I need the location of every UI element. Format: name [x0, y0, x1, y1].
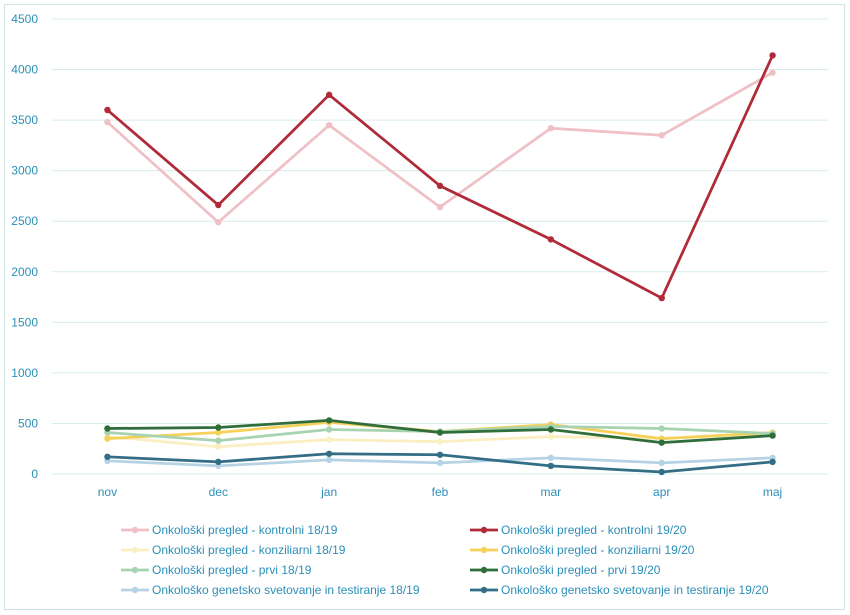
legend-label: Onkološki pregled - prvi 18/19 [152, 563, 312, 577]
data-point [658, 425, 665, 432]
data-point [547, 433, 555, 440]
legend-label: Onkološki pregled - kontrolni 19/20 [501, 523, 687, 537]
legend-item: Onkološko genetsko svetovanje in testira… [470, 583, 769, 597]
legend-item: Onkološko genetsko svetovanje in testira… [121, 583, 420, 597]
y-tick-label: 4000 [11, 63, 38, 77]
legend-item: Onkološki pregled - prvi 19/20 [470, 563, 661, 577]
legend: Onkološki pregled - kontrolni 18/19 Onkol… [121, 523, 769, 597]
data-point [215, 219, 222, 226]
x-axis-ticks: nov dec jan feb mar apr maj [98, 485, 782, 499]
legend-swatch-marker [480, 546, 488, 554]
legend-swatch-marker [131, 526, 139, 534]
series-2 [104, 52, 776, 302]
data-point [215, 201, 222, 209]
legend-label: Onkološki pregled - kontrolni 18/19 [152, 523, 338, 537]
y-tick-label: 1000 [11, 366, 38, 380]
data-point [436, 429, 444, 436]
data-point [436, 438, 444, 445]
legend-item: Onkološki pregled - prvi 18/19 [121, 563, 312, 577]
data-point [658, 132, 665, 139]
data-point [325, 436, 333, 443]
data-point [215, 458, 222, 466]
x-tick-label: mar [541, 485, 562, 499]
legend-item: Onkološki pregled - kontrolni 18/19 [121, 523, 338, 537]
y-tick-label: 4500 [11, 12, 38, 26]
data-point [658, 468, 665, 476]
y-tick-label: 500 [18, 416, 38, 430]
legend-swatch-marker [480, 526, 488, 534]
data-point [104, 118, 111, 126]
data-point [215, 424, 222, 431]
data-point [104, 453, 111, 461]
legend-item: Onkološki pregled - konziliarni 19/20 [470, 543, 695, 557]
data-point [547, 462, 555, 470]
legend-label: Onkološki pregled - konziliarni 19/20 [501, 543, 695, 557]
data-point [104, 435, 111, 442]
y-tick-label: 2000 [11, 265, 38, 279]
legend-label: Onkološki pregled - prvi 19/20 [501, 563, 661, 577]
gridlines [52, 18, 828, 475]
data-point [325, 426, 333, 433]
x-tick-label: maj [763, 485, 782, 499]
x-tick-label: jan [320, 485, 337, 499]
data-point [547, 426, 555, 433]
data-point [547, 236, 555, 243]
data-point [769, 69, 776, 76]
series-6 [104, 417, 776, 446]
y-tick-label: 2500 [11, 214, 38, 228]
chart-frame [4, 4, 845, 610]
legend-label: Onkološko genetsko svetovanje in testira… [152, 583, 420, 597]
x-tick-label: nov [98, 485, 117, 499]
data-point [325, 121, 333, 129]
data-point [436, 203, 444, 211]
legend-item: Onkološki pregled - konziliarni 18/19 [121, 543, 346, 557]
y-tick-label: 3500 [11, 113, 38, 127]
series-8 [104, 450, 776, 476]
data-point [325, 456, 333, 464]
y-tick-label: 0 [31, 467, 38, 481]
data-point [769, 458, 776, 466]
data-point [436, 182, 444, 190]
data-point [215, 429, 222, 436]
data-point [104, 425, 111, 432]
data-point [325, 91, 333, 99]
x-tick-label: feb [432, 485, 449, 499]
data-point [215, 443, 222, 450]
series-lines [104, 52, 776, 476]
data-point [325, 450, 333, 457]
data-point [215, 437, 222, 444]
y-axis-ticks: 0 500 1000 1500 2000 2500 3000 3500 4000 4500 [11, 12, 38, 481]
x-tick-label: apr [653, 485, 670, 499]
x-tick-label: dec [209, 485, 228, 499]
legend-label: Onkološki pregled - konziliarni 18/19 [152, 543, 346, 557]
legend-item: Onkološki pregled - kontrolni 19/20 [470, 523, 687, 537]
legend-swatch-marker [131, 546, 139, 554]
data-point [769, 52, 776, 59]
data-point [547, 454, 555, 462]
legend-swatch-marker [131, 566, 139, 574]
data-point [547, 125, 555, 132]
data-point [658, 439, 665, 446]
y-tick-label: 3000 [11, 164, 38, 178]
data-point [104, 106, 111, 114]
legend-swatch-marker [480, 566, 488, 574]
data-point [658, 294, 665, 302]
legend-swatch-marker [131, 586, 139, 594]
data-point [325, 417, 333, 424]
legend-swatch-marker [480, 586, 488, 594]
series-line [106, 71, 774, 224]
data-point [658, 459, 665, 467]
series-line [106, 54, 774, 300]
data-point [769, 432, 776, 439]
series-1 [104, 69, 776, 226]
data-point [436, 451, 444, 458]
y-tick-label: 1500 [11, 315, 38, 329]
data-point [436, 459, 444, 467]
legend-label: Onkološko genetsko svetovanje in testira… [501, 583, 769, 597]
